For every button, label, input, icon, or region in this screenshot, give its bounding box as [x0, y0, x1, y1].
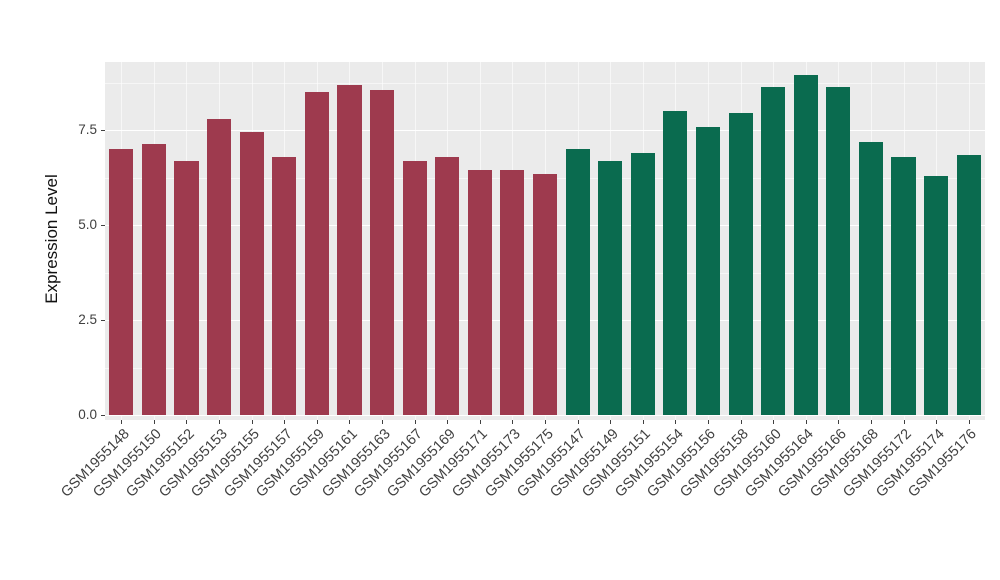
bar-GSM1955169: [435, 156, 460, 415]
x-axis-tick-mark: [903, 420, 905, 424]
bar-slot: [138, 62, 171, 415]
plot-panel: [105, 62, 985, 420]
bar-GSM1955152: [174, 160, 199, 415]
bar-GSM1955149: [598, 160, 623, 415]
x-axis-tick-mark: [121, 420, 123, 424]
bar-slot: [496, 62, 529, 415]
y-tick-label: 7.5: [78, 122, 97, 138]
x-axis-tick-mark: [414, 420, 416, 424]
bar-GSM1955151: [630, 153, 655, 415]
y-axis-tick-mark: [101, 320, 105, 322]
bar-GSM1955160: [761, 86, 786, 415]
x-axis-tick-mark: [251, 420, 253, 424]
bars-container: [105, 62, 985, 415]
bar-GSM1955158: [728, 113, 753, 415]
bar-GSM1955171: [467, 170, 492, 415]
bar-slot: [170, 62, 203, 415]
bar-slot: [301, 62, 334, 415]
y-axis-tick-mark: [101, 225, 105, 227]
bar-slot: [724, 62, 757, 415]
x-axis-tick-mark: [153, 420, 155, 424]
y-tick-label: 2.5: [78, 312, 97, 328]
bar-GSM1955153: [207, 118, 232, 415]
x-axis-ticks: GSM1955148 GSM1955150 GSM1955152 GSM1955153…: [58, 426, 985, 576]
x-axis-tick-mark: [479, 420, 481, 424]
bar-GSM1955173: [500, 170, 525, 415]
x-axis-tick-mark: [675, 420, 677, 424]
bar-slot: [105, 62, 138, 415]
bar-GSM1955172: [891, 156, 916, 415]
bar-slot: [920, 62, 953, 415]
bar-GSM1955161: [337, 84, 362, 415]
x-axis-tick-mark: [447, 420, 449, 424]
x-axis-tick-mark: [349, 420, 351, 424]
y-tick-label: 0.0: [78, 407, 97, 422]
bar-GSM1955166: [826, 86, 851, 415]
x-axis-tick-mark: [936, 420, 938, 424]
bar-slot: [822, 62, 855, 415]
bar-slot: [952, 62, 985, 415]
x-axis-tick-mark: [805, 420, 807, 424]
x-axis-tick-mark: [870, 420, 872, 424]
x-axis-tick-mark: [642, 420, 644, 424]
bar-slot: [561, 62, 594, 415]
y-axis-title: Expression Level: [42, 174, 61, 304]
bar-GSM1955157: [272, 156, 297, 415]
y-tick-label: 5.0: [78, 217, 97, 233]
bar-slot: [529, 62, 562, 415]
bar-GSM1955163: [369, 90, 395, 415]
bar-slot: [855, 62, 888, 415]
bar-slot: [398, 62, 431, 415]
bar-slot: [464, 62, 497, 415]
x-axis-tick-mark: [968, 420, 970, 424]
bar-slot: [268, 62, 301, 415]
x-axis-tick-mark: [545, 420, 546, 424]
y-axis-tick-mark: [101, 130, 105, 132]
bar-GSM1955159: [304, 92, 329, 415]
bar-slot: [627, 62, 660, 415]
x-axis-tick-mark: [610, 420, 612, 424]
x-axis-tick-mark: [186, 420, 188, 424]
bar-GSM1955168: [858, 141, 883, 415]
bar-slot: [235, 62, 268, 415]
bar-slot: [659, 62, 692, 415]
bar-GSM1955164: [793, 75, 818, 415]
bar-GSM1955156: [695, 126, 721, 415]
x-axis-tick-mark: [577, 420, 579, 424]
x-axis-tick-mark: [707, 420, 709, 424]
bar-GSM1955175: [532, 173, 558, 415]
x-axis-tick-mark: [838, 420, 840, 424]
bar-slot: [757, 62, 790, 415]
x-axis-tick-mark: [773, 420, 775, 424]
bar-slot: [366, 62, 399, 415]
bar-GSM1955148: [109, 149, 134, 415]
x-axis-tick-mark: [219, 420, 221, 424]
bar-GSM1955174: [924, 175, 949, 415]
bar-slot: [333, 62, 366, 415]
bar-GSM1955150: [141, 143, 166, 415]
bar-slot: [789, 62, 822, 415]
x-axis-tick-mark: [382, 420, 384, 424]
bar-GSM1955147: [565, 149, 590, 415]
bar-GSM1955154: [663, 111, 688, 415]
x-axis-tick-mark: [740, 420, 742, 424]
x-axis-tick-mark: [284, 420, 286, 424]
bar-slot: [692, 62, 725, 415]
x-axis-tick-mark: [316, 420, 318, 424]
bar-GSM1955155: [239, 132, 264, 415]
bar-GSM1955176: [956, 155, 981, 415]
bar-slot: [203, 62, 236, 415]
bar-slot: [431, 62, 464, 415]
bar-slot: [594, 62, 627, 415]
y-axis-tick-mark: [101, 415, 105, 416]
bar-slot: [887, 62, 920, 415]
x-axis-tick-mark: [512, 420, 514, 424]
bar-GSM1955167: [402, 160, 427, 415]
